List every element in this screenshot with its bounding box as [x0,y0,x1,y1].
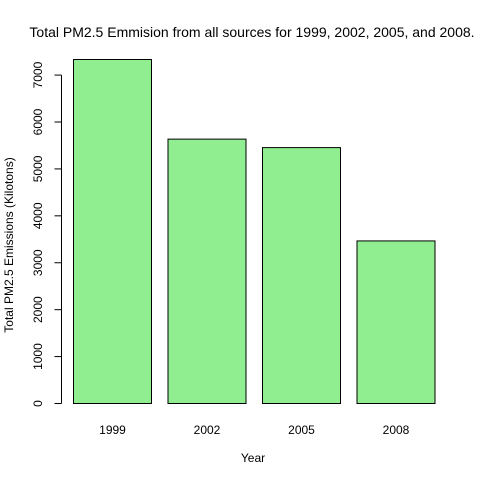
y-axis-label: Total PM2.5 Emissions (Kilotons) [2,157,16,332]
y-tick-label: 5000 [31,155,45,182]
y-tick-label: 4000 [31,202,45,229]
bar-2008 [356,240,436,404]
x-axis-label: Year [241,451,265,465]
y-tick-label: 3000 [31,249,45,276]
chart-title: Total PM2.5 Emmision from all sources fo… [29,24,474,40]
y-axis: 0 1000 2000 3000 4000 5000 6000 7000 [31,61,62,407]
x-tick-label: 2002 [194,423,221,437]
y-tick-label: 1000 [31,343,45,370]
x-tick-labels: 1999 2002 2005 2008 [99,423,410,437]
y-tick-label: 7000 [31,61,45,88]
bars-group [73,59,436,404]
y-tick-label: 6000 [31,108,45,135]
y-tick-label: 2000 [31,296,45,323]
bar-2005 [262,147,341,404]
y-tick-label: 0 [31,400,45,407]
x-tick-label: 2005 [288,423,315,437]
x-tick-label: 2008 [383,423,410,437]
x-tick-label: 1999 [99,423,126,437]
bar-1999 [73,59,152,404]
bar-2002 [167,138,247,404]
